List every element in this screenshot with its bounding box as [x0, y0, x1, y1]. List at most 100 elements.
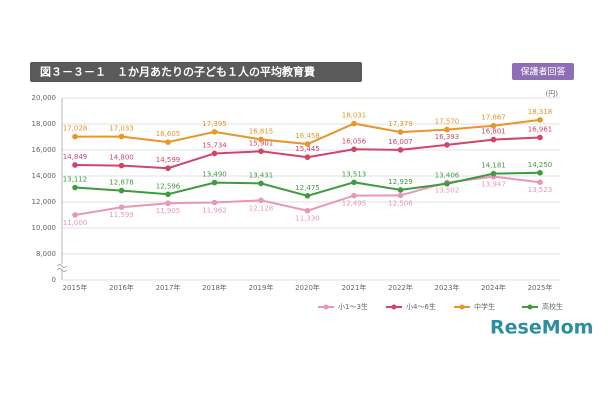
- value-label: 14,849: [63, 153, 88, 161]
- value-label: 16,961: [528, 126, 553, 134]
- data-point: [258, 197, 264, 204]
- legend-label: 小4～6生: [406, 302, 436, 311]
- data-point: [72, 162, 78, 168]
- data-point: [397, 147, 404, 153]
- value-label: 18,031: [342, 112, 367, 120]
- value-label: 13,112: [63, 176, 88, 184]
- data-point: [118, 204, 125, 211]
- x-tick-label: 2019年: [249, 283, 274, 292]
- value-label: 11,962: [202, 206, 227, 214]
- value-label: 15,734: [202, 141, 227, 149]
- data-point: [165, 200, 171, 207]
- x-tick-label: 2016年: [109, 283, 134, 292]
- y-tick-label: 16,000: [32, 146, 57, 154]
- value-label: 14,181: [481, 162, 506, 170]
- value-label: 12,128: [249, 204, 274, 212]
- data-point: [258, 148, 264, 155]
- data-point: [304, 141, 311, 147]
- data-point: [351, 179, 357, 186]
- value-label: 12,475: [295, 184, 320, 192]
- value-label: 12,506: [388, 199, 413, 207]
- y-tick-label: 14,000: [32, 172, 57, 180]
- badge-text: 保護者回答: [520, 66, 565, 78]
- value-label: 13,490: [202, 171, 227, 179]
- data-point: [304, 154, 311, 161]
- value-label: 11,330: [295, 215, 320, 223]
- chart-title: 図３－３－１ １か月あたりの子ども１人の平均教育費: [40, 65, 315, 79]
- value-label: 15,901: [249, 139, 274, 147]
- data-point: [72, 133, 78, 140]
- data-point: [165, 139, 171, 145]
- y-tick-label: 18,000: [32, 120, 57, 128]
- x-tick-label: 2025年: [528, 283, 553, 292]
- value-label: 13,523: [528, 186, 553, 194]
- axis-break: [56, 264, 68, 272]
- axis-break-gap: [58, 264, 66, 270]
- value-label: 11,599: [109, 211, 134, 219]
- value-label: 15,445: [295, 145, 320, 153]
- legend-marker: [527, 304, 533, 310]
- data-point: [351, 192, 357, 199]
- value-label: 14,599: [156, 156, 181, 164]
- data-point: [211, 150, 218, 157]
- legend-marker: [391, 304, 397, 310]
- y-tick-label: 12,000: [32, 198, 57, 206]
- legend-label: 小1～3生: [338, 302, 368, 311]
- data-point: [72, 212, 78, 218]
- data-point: [444, 142, 450, 148]
- value-label: 13,947: [481, 181, 506, 189]
- data-point: [537, 169, 543, 176]
- value-label: 12,495: [342, 200, 367, 208]
- x-tick-label: 2018年: [202, 283, 227, 292]
- value-label: 14,800: [109, 154, 134, 162]
- value-label: 17,395: [202, 120, 227, 128]
- x-tick-label: 2015年: [63, 283, 88, 292]
- value-label: 11,905: [156, 207, 181, 215]
- value-label: 16,007: [388, 138, 413, 146]
- data-point: [351, 120, 357, 127]
- data-point: [304, 193, 311, 199]
- data-point: [118, 162, 125, 169]
- x-tick-label: 2023年: [435, 283, 460, 292]
- data-point: [490, 136, 497, 143]
- data-point: [397, 129, 404, 135]
- data-point: [444, 126, 450, 133]
- data-point: [444, 180, 450, 187]
- value-label: 16,393: [435, 133, 460, 141]
- data-point: [258, 136, 264, 143]
- title-banner: [30, 62, 362, 82]
- value-label: 17,033: [109, 125, 134, 133]
- x-tick-label: 2021年: [342, 283, 367, 292]
- badge: [512, 63, 574, 80]
- legend-label: 中学生: [474, 302, 495, 311]
- legend-marker: [323, 304, 329, 310]
- data-point: [72, 184, 78, 191]
- legend-label: 高校生: [542, 302, 563, 311]
- value-label: 17,028: [63, 125, 88, 133]
- value-label: 18,318: [528, 108, 553, 116]
- data-point: [304, 207, 311, 214]
- data-point: [211, 199, 218, 206]
- data-point: [397, 192, 404, 199]
- data-point: [537, 179, 543, 186]
- value-label: 16,056: [342, 137, 367, 145]
- x-tick-label: 2024年: [481, 283, 506, 292]
- x-tick-label: 2017年: [156, 283, 181, 292]
- value-label: 12,596: [156, 182, 181, 190]
- value-label: 13,513: [342, 170, 367, 178]
- value-label: 17,867: [481, 114, 506, 122]
- y-tick-label: 0: [52, 276, 56, 284]
- data-point: [165, 191, 171, 198]
- value-label: 11,000: [63, 219, 88, 227]
- value-label: 17,570: [435, 118, 460, 126]
- value-label: 17,379: [388, 120, 413, 128]
- value-label: 13,502: [435, 186, 460, 194]
- value-label: 16,801: [481, 128, 506, 136]
- value-label: 12,929: [388, 178, 413, 186]
- data-point: [397, 187, 404, 193]
- data-point: [165, 165, 171, 172]
- watermark: ReseMom: [490, 317, 593, 339]
- value-label: 14,250: [528, 161, 553, 169]
- value-label: 16,458: [295, 132, 320, 140]
- data-point: [537, 117, 543, 123]
